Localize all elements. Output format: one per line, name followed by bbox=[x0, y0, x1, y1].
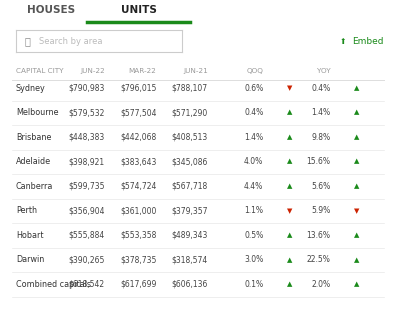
Text: $390,265: $390,265 bbox=[69, 255, 105, 264]
Text: ▲: ▲ bbox=[354, 183, 360, 189]
Text: HOUSES: HOUSES bbox=[27, 5, 76, 15]
Text: JUN-21: JUN-21 bbox=[183, 68, 208, 74]
Text: Search by area: Search by area bbox=[39, 37, 103, 46]
Text: 15.6%: 15.6% bbox=[307, 157, 331, 166]
Text: $555,884: $555,884 bbox=[69, 231, 105, 240]
Text: 0.4%: 0.4% bbox=[244, 108, 263, 117]
Text: $448,383: $448,383 bbox=[69, 133, 105, 141]
Text: $318,574: $318,574 bbox=[171, 255, 208, 264]
Text: ▲: ▲ bbox=[287, 110, 293, 116]
Text: Darwin: Darwin bbox=[16, 255, 44, 264]
Text: Hobart: Hobart bbox=[16, 231, 43, 240]
Text: ▲: ▲ bbox=[354, 110, 360, 116]
Text: 13.6%: 13.6% bbox=[307, 231, 331, 240]
Text: ⬆: ⬆ bbox=[340, 37, 346, 46]
Text: 1.4%: 1.4% bbox=[312, 108, 331, 117]
Text: 2.0%: 2.0% bbox=[312, 280, 331, 289]
Text: MAR-22: MAR-22 bbox=[129, 68, 156, 74]
Text: $599,735: $599,735 bbox=[69, 182, 105, 191]
Text: Embed: Embed bbox=[352, 37, 384, 46]
Text: $379,357: $379,357 bbox=[171, 206, 208, 215]
Text: ▲: ▲ bbox=[287, 134, 293, 140]
Text: $796,015: $796,015 bbox=[120, 84, 156, 92]
Text: ▲: ▲ bbox=[287, 257, 293, 263]
Text: ▲: ▲ bbox=[354, 85, 360, 91]
Text: 1.4%: 1.4% bbox=[244, 133, 263, 141]
Text: 0.4%: 0.4% bbox=[311, 84, 331, 92]
Text: $356,904: $356,904 bbox=[69, 206, 105, 215]
Text: Melbourne: Melbourne bbox=[16, 108, 58, 117]
Text: Adelaide: Adelaide bbox=[16, 157, 51, 166]
Text: $571,290: $571,290 bbox=[171, 108, 208, 117]
Text: $579,532: $579,532 bbox=[69, 108, 105, 117]
Text: ▲: ▲ bbox=[354, 134, 360, 140]
Text: 5.6%: 5.6% bbox=[311, 182, 331, 191]
Text: 1.1%: 1.1% bbox=[244, 206, 263, 215]
Text: $383,643: $383,643 bbox=[120, 157, 156, 166]
Text: ▲: ▲ bbox=[287, 232, 293, 238]
Text: ▲: ▲ bbox=[354, 281, 360, 287]
Text: $606,136: $606,136 bbox=[171, 280, 208, 289]
Text: ▼: ▼ bbox=[354, 208, 360, 214]
Text: $442,068: $442,068 bbox=[120, 133, 156, 141]
Text: $618,542: $618,542 bbox=[69, 280, 105, 289]
Text: Perth: Perth bbox=[16, 206, 37, 215]
Text: CAPITAL CITY: CAPITAL CITY bbox=[16, 68, 63, 74]
Text: 22.5%: 22.5% bbox=[307, 255, 331, 264]
Text: YOY: YOY bbox=[317, 68, 331, 74]
Text: Combined capitals: Combined capitals bbox=[16, 280, 91, 289]
Text: $408,513: $408,513 bbox=[171, 133, 208, 141]
Text: $398,921: $398,921 bbox=[69, 157, 105, 166]
Text: 0.5%: 0.5% bbox=[244, 231, 263, 240]
Text: ▲: ▲ bbox=[287, 281, 293, 287]
Text: 3.0%: 3.0% bbox=[244, 255, 263, 264]
Text: $553,358: $553,358 bbox=[120, 231, 156, 240]
Text: $489,343: $489,343 bbox=[171, 231, 208, 240]
Text: ▼: ▼ bbox=[287, 208, 293, 214]
Text: ▲: ▲ bbox=[354, 232, 360, 238]
Text: Canberra: Canberra bbox=[16, 182, 53, 191]
Text: ▲: ▲ bbox=[354, 159, 360, 165]
Text: 9.8%: 9.8% bbox=[312, 133, 331, 141]
Text: UNITS: UNITS bbox=[121, 5, 156, 15]
Text: 5.9%: 5.9% bbox=[311, 206, 331, 215]
Text: Brisbane: Brisbane bbox=[16, 133, 51, 141]
Text: ▲: ▲ bbox=[354, 257, 360, 263]
Text: ⌕: ⌕ bbox=[24, 36, 30, 46]
Text: $574,724: $574,724 bbox=[120, 182, 156, 191]
Text: ▲: ▲ bbox=[287, 159, 293, 165]
Text: 0.6%: 0.6% bbox=[244, 84, 263, 92]
Text: $788,107: $788,107 bbox=[172, 84, 208, 92]
Text: $617,699: $617,699 bbox=[120, 280, 156, 289]
Text: 0.1%: 0.1% bbox=[244, 280, 263, 289]
Text: $577,504: $577,504 bbox=[120, 108, 156, 117]
Text: $567,718: $567,718 bbox=[171, 182, 208, 191]
Text: Sydney: Sydney bbox=[16, 84, 46, 92]
Text: $790,983: $790,983 bbox=[69, 84, 105, 92]
Text: JUN-22: JUN-22 bbox=[80, 68, 105, 74]
Text: $361,000: $361,000 bbox=[120, 206, 156, 215]
Text: ▲: ▲ bbox=[287, 183, 293, 189]
Text: QOQ: QOQ bbox=[246, 68, 263, 74]
Text: 4.4%: 4.4% bbox=[244, 182, 263, 191]
Text: $345,086: $345,086 bbox=[171, 157, 208, 166]
Text: ▼: ▼ bbox=[287, 85, 293, 91]
Text: 4.0%: 4.0% bbox=[244, 157, 263, 166]
Text: $378,735: $378,735 bbox=[120, 255, 156, 264]
